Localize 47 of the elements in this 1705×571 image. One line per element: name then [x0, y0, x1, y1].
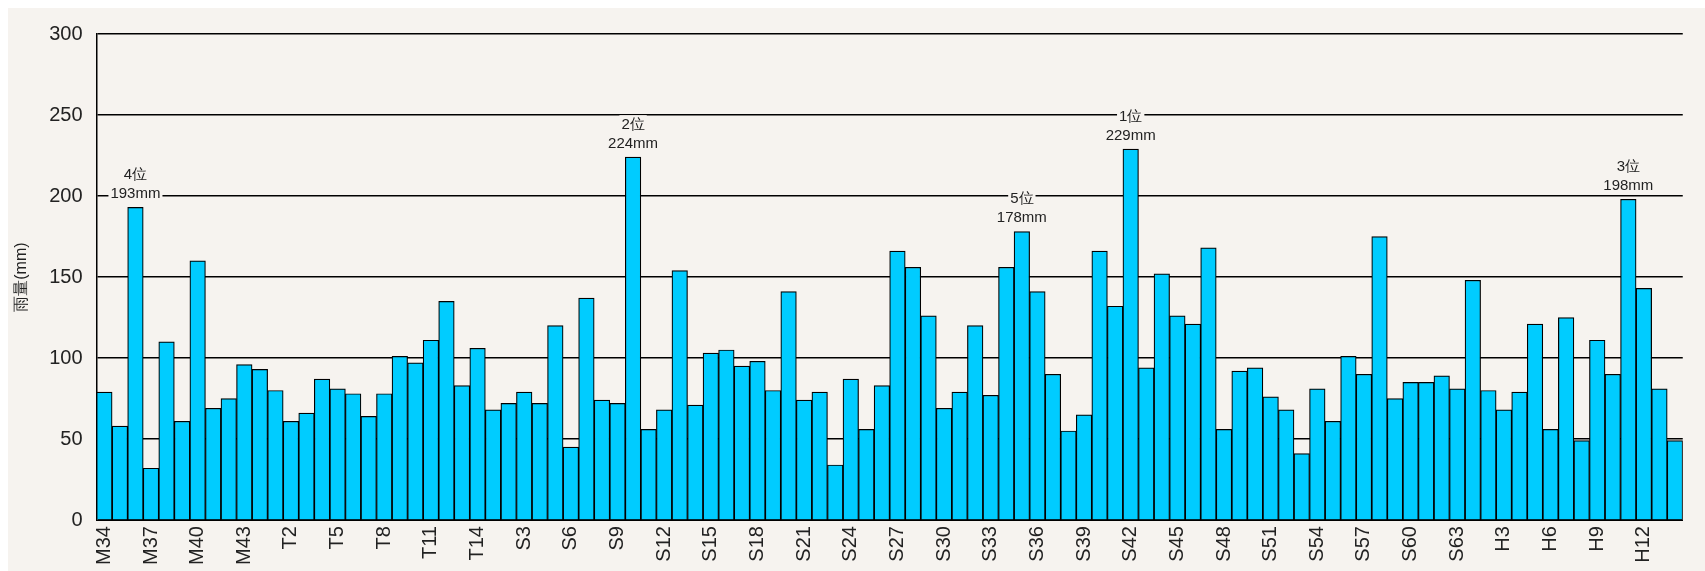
x-tick-label: S27 — [884, 526, 907, 562]
x-tick-label: S36 — [1024, 526, 1047, 562]
x-tick-label: T11 — [418, 526, 441, 560]
x-tick-label: M34 — [91, 526, 114, 565]
x-tick-label: S60 — [1398, 526, 1421, 562]
x-tick-label: T14 — [465, 526, 488, 561]
y-tick-label: 300 — [49, 21, 83, 44]
x-tick-label: S63 — [1444, 526, 1467, 562]
x-tick-label: S54 — [1304, 526, 1327, 562]
x-tick-label: T5 — [325, 526, 348, 550]
x-tick-label: S15 — [698, 526, 721, 562]
x-tick-label: S30 — [931, 526, 954, 562]
y-tick-label: 150 — [49, 264, 83, 287]
x-tick-label: S9 — [605, 526, 628, 551]
y-tick-label: 50 — [60, 426, 83, 449]
data-label: 5位 178mm — [996, 189, 1047, 226]
data-label: 2位 224mm — [608, 114, 659, 151]
y-axis-title: 雨量(mm) — [12, 242, 30, 312]
x-tick-label: H6 — [1538, 526, 1561, 552]
x-tick-label: S51 — [1258, 526, 1281, 562]
x-tick-label: S39 — [1071, 526, 1094, 562]
x-tick-label: S24 — [838, 526, 861, 562]
x-tick-label: S48 — [1211, 526, 1234, 562]
x-tick-label: S3 — [511, 526, 534, 551]
y-tick-label: 100 — [49, 345, 83, 368]
x-tick-label: M40 — [185, 526, 208, 565]
data-label: 1位 229mm — [1105, 106, 1156, 143]
data-label: 3位 198mm — [1603, 156, 1654, 193]
x-tick-label: T2 — [278, 526, 301, 550]
x-tick-label: S21 — [791, 526, 814, 562]
y-tick-label: 200 — [49, 183, 83, 206]
x-tick-label: M43 — [231, 526, 254, 565]
y-tick-label: 0 — [71, 507, 83, 530]
x-tick-label: S33 — [978, 526, 1001, 562]
x-tick-label: S18 — [745, 526, 767, 562]
x-tick-label: S6 — [558, 526, 581, 551]
x-tick-label: M37 — [138, 526, 161, 565]
x-tick-label: H12 — [1631, 526, 1654, 563]
x-tick-label: S12 — [651, 526, 674, 562]
y-tick-label: 250 — [49, 102, 83, 125]
x-tick-label: H9 — [1584, 526, 1607, 552]
x-tick-label: T8 — [371, 526, 394, 550]
x-tick-label: S57 — [1351, 526, 1374, 562]
x-tick-label: S42 — [1118, 526, 1141, 562]
x-tick-label: H3 — [1491, 526, 1514, 552]
data-label: 4位 193mm — [110, 165, 161, 202]
x-tick-label: S45 — [1164, 526, 1187, 562]
